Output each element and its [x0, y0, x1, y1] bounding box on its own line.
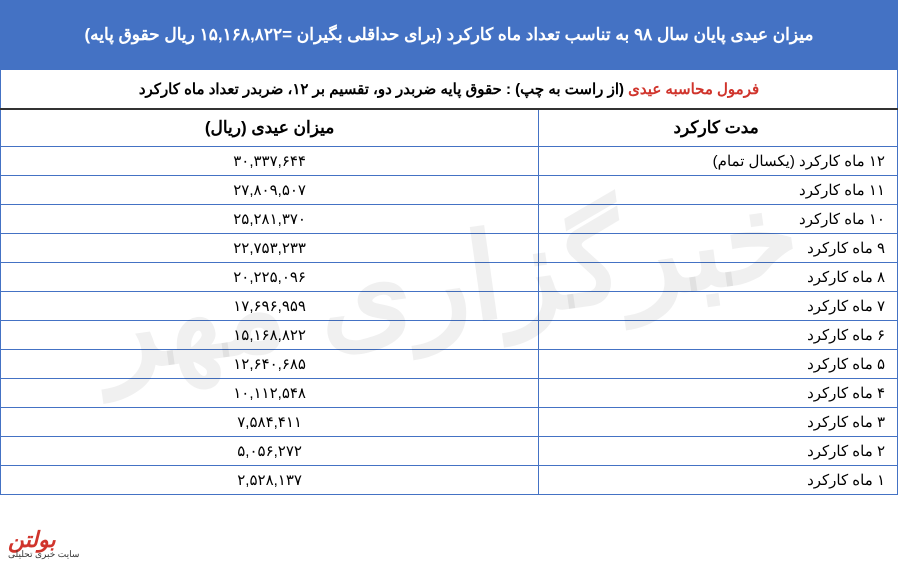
table-row: ۲ ماه کارکرد۵,۰۵۶,۲۷۲	[1, 437, 898, 466]
amount-cell: ۲۰,۲۲۵,۰۹۶	[1, 263, 539, 292]
table-row: ۷ ماه کارکرد۱۷,۶۹۶,۹۵۹	[1, 292, 898, 321]
duration-cell: ۳ ماه کارکرد	[539, 408, 898, 437]
table-row: ۶ ماه کارکرد۱۵,۱۶۸,۸۲۲	[1, 321, 898, 350]
table-row: ۴ ماه کارکرد۱۰,۱۱۲,۵۴۸	[1, 379, 898, 408]
formula-label: فرمول محاسبه عیدی	[628, 81, 759, 98]
amount-cell: ۵,۰۵۶,۲۷۲	[1, 437, 539, 466]
amount-cell: ۳۰,۳۳۷,۶۴۴	[1, 147, 539, 176]
logo-sub: سایت خبری تحلیلی	[8, 549, 79, 560]
duration-cell: ۲ ماه کارکرد	[539, 437, 898, 466]
table-title: میزان عیدی پایان سال ۹۸ به تناسب تعداد م…	[1, 1, 898, 70]
formula-text: (از راست به چپ) : حقوق پایه ضربدر دو، تق…	[139, 81, 624, 98]
amount-cell: ۲۷,۸۰۹,۵۰۷	[1, 176, 539, 205]
duration-cell: ۶ ماه کارکرد	[539, 321, 898, 350]
amount-cell: ۱۷,۶۹۶,۹۵۹	[1, 292, 539, 321]
amount-cell: ۱۰,۱۱۲,۵۴۸	[1, 379, 539, 408]
duration-cell: ۱۰ ماه کارکرد	[539, 205, 898, 234]
table-row: ۱۲ ماه کارکرد (یکسال تمام)۳۰,۳۳۷,۶۴۴	[1, 147, 898, 176]
site-logo: بولتن سایت خبری تحلیلی	[8, 527, 79, 560]
eidi-table: میزان عیدی پایان سال ۹۸ به تناسب تعداد م…	[0, 0, 898, 495]
duration-cell: ۱ ماه کارکرد	[539, 466, 898, 495]
duration-cell: ۱۱ ماه کارکرد	[539, 176, 898, 205]
col-header-amount: میزان عیدی (ریال)	[1, 109, 539, 147]
duration-cell: ۷ ماه کارکرد	[539, 292, 898, 321]
table-row: ۵ ماه کارکرد۱۲,۶۴۰,۶۸۵	[1, 350, 898, 379]
table-row: ۹ ماه کارکرد۲۲,۷۵۳,۲۳۳	[1, 234, 898, 263]
amount-cell: ۲,۵۲۸,۱۳۷	[1, 466, 539, 495]
amount-cell: ۲۵,۲۸۱,۳۷۰	[1, 205, 539, 234]
table-row: ۱۰ ماه کارکرد۲۵,۲۸۱,۳۷۰	[1, 205, 898, 234]
amount-cell: ۱۲,۶۴۰,۶۸۵	[1, 350, 539, 379]
duration-cell: ۵ ماه کارکرد	[539, 350, 898, 379]
duration-cell: ۹ ماه کارکرد	[539, 234, 898, 263]
formula-row: فرمول محاسبه عیدی (از راست به چپ) : حقوق…	[1, 70, 898, 110]
col-header-duration: مدت کارکرد	[539, 109, 898, 147]
duration-cell: ۱۲ ماه کارکرد (یکسال تمام)	[539, 147, 898, 176]
duration-cell: ۴ ماه کارکرد	[539, 379, 898, 408]
amount-cell: ۷,۵۸۴,۴۱۱	[1, 408, 539, 437]
amount-cell: ۲۲,۷۵۳,۲۳۳	[1, 234, 539, 263]
duration-cell: ۸ ماه کارکرد	[539, 263, 898, 292]
table-row: ۱۱ ماه کارکرد۲۷,۸۰۹,۵۰۷	[1, 176, 898, 205]
amount-cell: ۱۵,۱۶۸,۸۲۲	[1, 321, 539, 350]
table-row: ۸ ماه کارکرد۲۰,۲۲۵,۰۹۶	[1, 263, 898, 292]
table-row: ۱ ماه کارکرد۲,۵۲۸,۱۳۷	[1, 466, 898, 495]
table-row: ۳ ماه کارکرد۷,۵۸۴,۴۱۱	[1, 408, 898, 437]
